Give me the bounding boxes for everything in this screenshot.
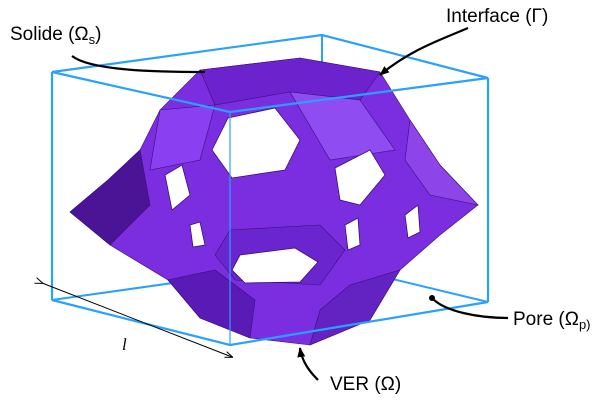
ver-label: VER (Ω): [330, 374, 401, 395]
length-label: l: [122, 335, 127, 354]
pore-label: Pore (Ωp): [513, 309, 591, 332]
label-part: s: [89, 32, 96, 47]
label-part: p): [579, 317, 591, 332]
label-part: ): [95, 24, 101, 45]
label-part: Pore (Ω: [513, 309, 579, 330]
pore-dot: [429, 295, 435, 301]
pores: [164, 107, 421, 284]
leader-lines: [42, 26, 509, 381]
solide-label: Solide (Ωs): [10, 24, 101, 47]
solid-structure: [69, 57, 479, 346]
interface-label: Interface (Γ): [446, 6, 548, 27]
label-part: Solide (Ω: [10, 24, 89, 45]
